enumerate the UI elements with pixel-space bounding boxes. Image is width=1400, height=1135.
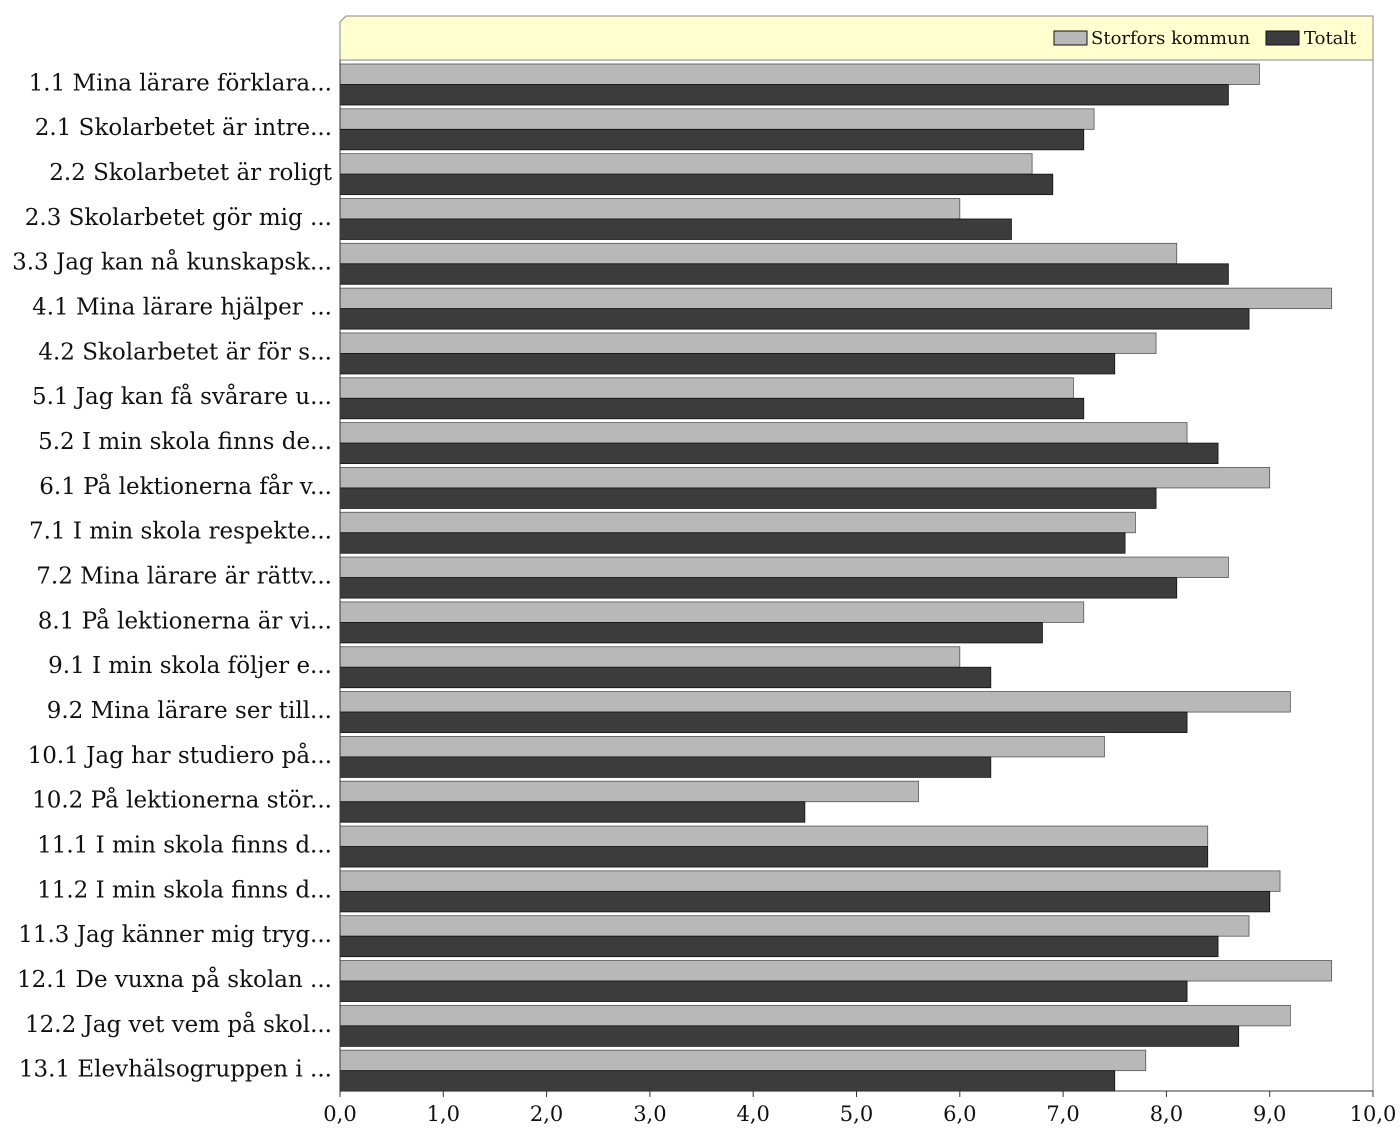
legend-swatch-totalt (1265, 30, 1300, 46)
bar-storfors-7 (339, 332, 1157, 354)
bar-totalt-3 (339, 173, 1054, 196)
category-label: 2.1 Skolarbetet är intre... (35, 115, 332, 141)
category-label: 13.1 Elevhälsogruppen i ... (19, 1057, 332, 1083)
category-label: 9.2 Mina lärare ser till... (47, 698, 332, 724)
legend-label-totalt: Totalt (1304, 28, 1357, 49)
category-label: 12.1 De vuxna på skolan ... (17, 966, 332, 993)
bar-storfors-22 (339, 1004, 1291, 1027)
category-label: 5.1 Jag kan få svårare u... (32, 383, 332, 410)
bar-totalt-6 (339, 308, 1250, 330)
bar-totalt-14 (339, 666, 992, 689)
category-label: 9.1 I min skola följer e... (48, 653, 332, 679)
bar-storfors-14 (339, 646, 961, 668)
x-tick-label: 5,0 (840, 1102, 873, 1126)
bar-totalt-9 (339, 442, 1219, 465)
bar-totalt-19 (339, 890, 1271, 913)
bar-totalt-13 (339, 622, 1043, 644)
bar-totalt-20 (339, 935, 1219, 958)
bar-totalt-12 (339, 577, 1178, 599)
category-label: 5.2 I min skola finns de... (38, 429, 332, 455)
legend-swatch-storfors (1053, 30, 1088, 46)
bar-totalt-16 (339, 756, 992, 778)
bar-storfors-19 (339, 870, 1281, 892)
bar-totalt-5 (339, 263, 1229, 285)
bar-storfors-12 (339, 556, 1229, 578)
category-label: 7.2 Mina lärare är rättv... (36, 564, 332, 590)
category-label: 10.1 Jag har studiero på... (28, 742, 332, 769)
bar-storfors-17 (339, 780, 919, 803)
category-label: 11.2 I min skola finns d... (37, 877, 332, 903)
bar-storfors-6 (339, 287, 1333, 310)
x-tick-label: 9,0 (1253, 1102, 1286, 1126)
bar-totalt-22 (339, 1025, 1240, 1047)
bar-totalt-7 (339, 353, 1116, 375)
bar-storfors-16 (339, 735, 1105, 758)
category-label: 12.2 Jag vet vem på skol... (25, 1011, 332, 1038)
bar-storfors-18 (339, 825, 1209, 847)
category-label: 3.3 Jag kan nå kunskapsk... (12, 249, 332, 276)
bar-storfors-1 (339, 63, 1260, 85)
category-label: 2.2 Skolarbetet är roligt (49, 160, 333, 186)
bar-totalt-8 (339, 397, 1085, 420)
category-label: 11.1 I min skola finns d... (37, 832, 332, 858)
bar-totalt-21 (339, 980, 1188, 1002)
bar-storfors-3 (339, 153, 1033, 175)
category-label: 11.3 Jag känner mig tryg... (18, 922, 332, 948)
bar-storfors-5 (339, 242, 1178, 265)
bar-storfors-4 (339, 198, 961, 220)
bar-totalt-11 (339, 532, 1126, 554)
bar-totalt-2 (339, 128, 1085, 151)
legend-label-storfors: Storfors kommun (1091, 28, 1251, 49)
bar-totalt-15 (339, 711, 1188, 733)
bar-storfors-2 (339, 108, 1095, 130)
bar-storfors-21 (339, 960, 1333, 982)
bar-totalt-4 (339, 218, 1012, 240)
bar-storfors-15 (339, 691, 1291, 713)
x-tick-label: 7,0 (1046, 1102, 1079, 1126)
bar-totalt-17 (339, 801, 806, 823)
bar-storfors-11 (339, 511, 1136, 534)
x-tick-label: 2,0 (530, 1102, 563, 1126)
bar-storfors-23 (339, 1049, 1147, 1072)
category-label: 10.2 På lektionerna stör... (32, 787, 332, 814)
legend-box (339, 15, 1374, 61)
category-label: 4.2 Skolarbetet är för s... (38, 339, 332, 365)
x-tick-label: 1,0 (427, 1102, 460, 1126)
category-label: 2.3 Skolarbetet gör mig ... (25, 205, 332, 231)
bar-totalt-18 (339, 846, 1209, 868)
x-tick-label: 4,0 (736, 1102, 769, 1126)
category-label: 1.1 Mina lärare förklara... (29, 70, 332, 96)
bar-totalt-1 (339, 84, 1229, 106)
x-tick-label: 3,0 (633, 1102, 666, 1126)
bar-storfors-13 (339, 601, 1085, 623)
bar-storfors-10 (339, 467, 1271, 489)
bar-storfors-9 (339, 422, 1188, 444)
bar-storfors-8 (339, 377, 1074, 399)
x-tick-label: 0,0 (323, 1102, 356, 1126)
x-tick-label: 10,0 (1350, 1102, 1397, 1126)
category-label: 4.1 Mina lärare hjälper ... (32, 295, 332, 321)
category-label: 7.1 I min skola respekte... (29, 519, 332, 545)
bar-totalt-10 (339, 487, 1157, 509)
bar-storfors-20 (339, 915, 1250, 937)
x-tick-label: 8,0 (1150, 1102, 1183, 1126)
x-tick-label: 6,0 (943, 1102, 976, 1126)
category-label: 8.1 På lektionerna är vi... (38, 607, 332, 634)
bar-totalt-23 (339, 1070, 1116, 1092)
category-label: 6.1 På lektionerna får v... (39, 473, 332, 500)
